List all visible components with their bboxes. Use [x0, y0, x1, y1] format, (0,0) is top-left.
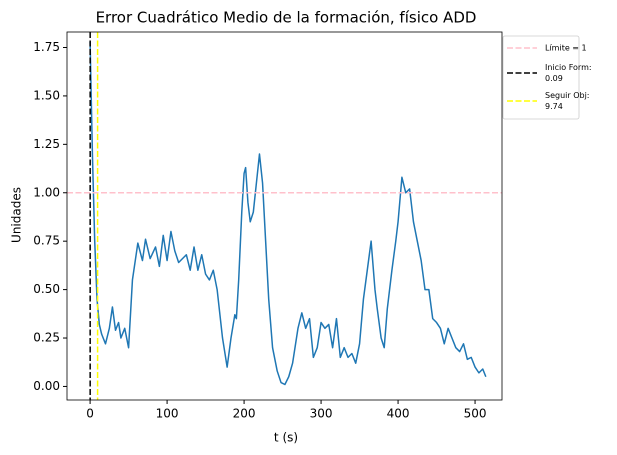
- legend-label: 9.74: [545, 102, 563, 111]
- data-line: [89, 41, 487, 386]
- chart-title: Error Cuadrático Medio de la formación, …: [96, 9, 477, 27]
- y-tick-label: 1.50: [33, 88, 60, 102]
- x-tick-label: 0: [86, 407, 94, 421]
- y-tick-label: 1.75: [33, 40, 60, 54]
- x-tick-label: 200: [233, 407, 256, 421]
- legend-label: Límite = 1: [545, 44, 587, 53]
- x-tick-label: 500: [464, 407, 487, 421]
- x-tick-label: 300: [310, 407, 333, 421]
- y-tick-label: 0.50: [33, 282, 60, 296]
- legend-label: 0.09: [545, 74, 563, 83]
- legend-box: [502, 35, 580, 120]
- y-tick-label: 0.25: [33, 331, 60, 345]
- plot-frame: [66, 31, 503, 401]
- legend-label: Seguir Obj:: [545, 91, 590, 100]
- y-tick-label: 1.00: [33, 185, 60, 199]
- y-tick-label: 1.25: [33, 137, 60, 151]
- x-tick-label: 100: [156, 407, 179, 421]
- x-axis-label: t (s): [274, 431, 298, 445]
- y-tick-label: 0.00: [33, 379, 60, 393]
- y-tick-label: 0.75: [33, 234, 60, 248]
- x-tick-label: 400: [387, 407, 410, 421]
- legend-label: Inicio Form:: [545, 63, 592, 72]
- y-axis-label: Unidades: [10, 187, 24, 243]
